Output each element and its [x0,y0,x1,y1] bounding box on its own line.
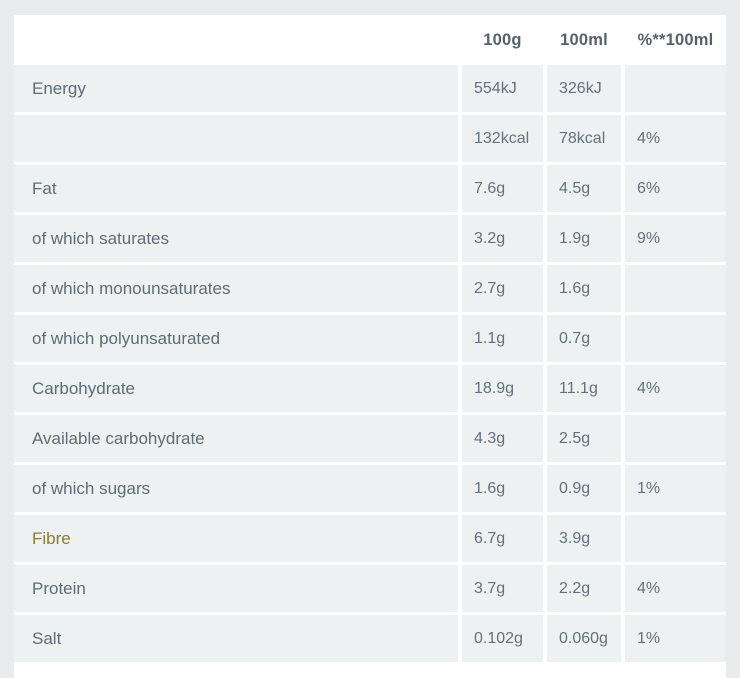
value-100ml: 326kJ [547,65,621,112]
table-row-protein: Protein 3.7g 2.2g 4% [14,565,726,612]
value-percent [625,265,726,312]
value-percent: 4% [625,565,726,612]
value-percent: 4% [625,365,726,412]
fibre-link[interactable]: Fibre [14,515,458,562]
value-percent: 1% [625,465,726,512]
nutrition-table-card: 100g 100ml %**100ml Energy 554kJ 326kJ 1… [14,15,726,678]
value-100g: 132kcal [462,115,543,162]
value-100g: 4.3g [462,415,543,462]
nutrient-label: Available carbohydrate [14,415,458,462]
nutrient-label: of which sugars [14,465,458,512]
table-row-saturates: of which saturates 3.2g 1.9g 9% [14,215,726,262]
value-percent [625,315,726,362]
value-100ml: 0.7g [547,315,621,362]
value-100g: 1.1g [462,315,543,362]
nutrient-label [14,115,458,162]
table-row-energy-kcal: 132kcal 78kcal 4% [14,115,726,162]
table-row-available-carbohydrate: Available carbohydrate 4.3g 2.5g [14,415,726,462]
value-100ml: 3.9g [547,515,621,562]
value-100ml: 1.6g [547,265,621,312]
table-row-monounsaturates: of which monounsaturates 2.7g 1.6g [14,265,726,312]
nutrient-label: Salt [14,615,458,662]
value-100g: 2.7g [462,265,543,312]
value-100ml: 2.5g [547,415,621,462]
table-row-carbohydrate: Carbohydrate 18.9g 11.1g 4% [14,365,726,412]
value-100ml: 1.9g [547,215,621,262]
table-row-polyunsaturated: of which polyunsaturated 1.1g 0.7g [14,315,726,362]
value-100g: 554kJ [462,65,543,112]
header-empty [14,15,458,65]
value-percent: 6% [625,165,726,212]
value-percent [625,515,726,562]
value-100g: 18.9g [462,365,543,412]
value-100ml: 78kcal [547,115,621,162]
value-100g: 3.2g [462,215,543,262]
nutrient-label: of which saturates [14,215,458,262]
value-percent: 1% [625,615,726,662]
table-row-fibre: Fibre 6.7g 3.9g [14,515,726,562]
nutrient-label: Carbohydrate [14,365,458,412]
nutrient-label: Fat [14,165,458,212]
value-percent [625,415,726,462]
table-row-fat: Fat 7.6g 4.5g 6% [14,165,726,212]
value-100ml: 2.2g [547,565,621,612]
value-100ml: 4.5g [547,165,621,212]
table-row-sugars: of which sugars 1.6g 0.9g 1% [14,465,726,512]
value-100g: 0.102g [462,615,543,662]
value-percent: 9% [625,215,726,262]
value-100g: 6.7g [462,515,543,562]
header-percent-100ml: %**100ml [625,15,726,65]
value-100g: 7.6g [462,165,543,212]
header-100ml: 100ml [547,15,621,65]
table-row-salt: Salt 0.102g 0.060g 1% [14,615,726,662]
table-header-row: 100g 100ml %**100ml [14,15,726,65]
value-percent: 4% [625,115,726,162]
nutrient-label: Energy [14,65,458,112]
table-row-energy: Energy 554kJ 326kJ [14,65,726,112]
header-100g: 100g [462,15,543,65]
value-100ml: 0.9g [547,465,621,512]
nutrient-label: of which monounsaturates [14,265,458,312]
nutrient-label: Protein [14,565,458,612]
value-100g: 1.6g [462,465,543,512]
nutrient-label: of which polyunsaturated [14,315,458,362]
value-percent [625,65,726,112]
value-100ml: 11.1g [547,365,621,412]
value-100g: 3.7g [462,565,543,612]
value-100ml: 0.060g [547,615,621,662]
